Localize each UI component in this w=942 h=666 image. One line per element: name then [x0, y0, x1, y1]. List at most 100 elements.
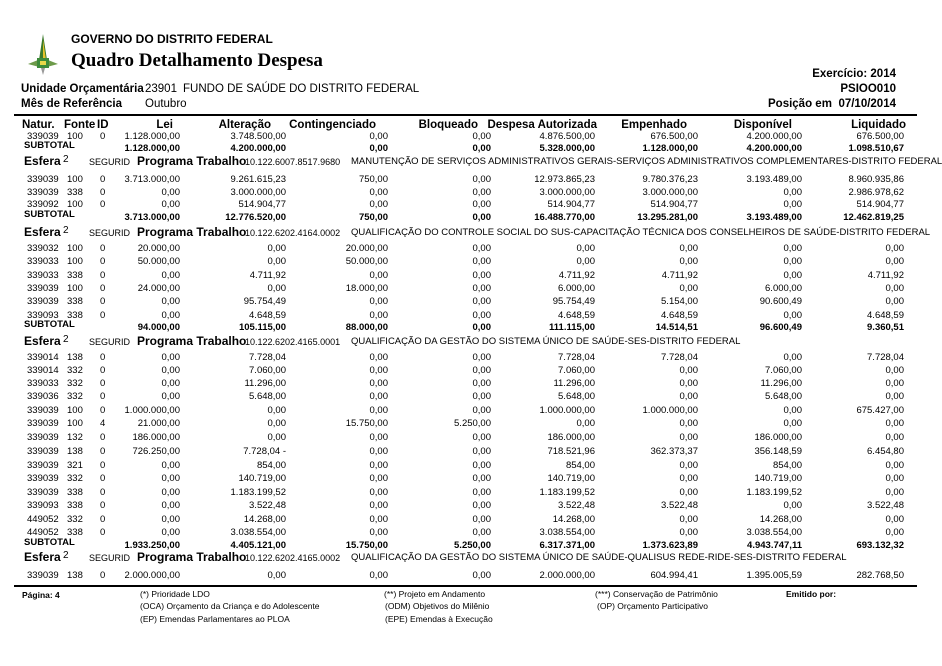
cell-despesa-autorizada: 1.000.000,00 [539, 405, 595, 416]
subtotal-despesa-autorizada: 5.328.000,00 [539, 143, 595, 154]
cell-empenhado: 5.154,00 [661, 296, 698, 307]
cell-bloqueado: 0,00 [472, 352, 492, 363]
cell-liquidado: 2.986.978,62 [848, 187, 904, 198]
cell-bloqueado: 0,00 [472, 446, 492, 457]
cell-natur: 339014 [27, 365, 59, 376]
cell-natur: 339032 [27, 243, 59, 254]
cell-contingenciado: 50.000,00 [345, 256, 388, 267]
cell-id: 0 [100, 446, 106, 457]
segurid-label: SEGURID [89, 157, 131, 167]
cell-lei: 0,00 [161, 270, 181, 281]
cell-empenhado: 1.000.000,00 [642, 405, 698, 416]
posicao-date: 07/10/2014 [838, 98, 896, 110]
column-header-fonte: Fonte [64, 119, 96, 131]
cell-fonte: 100 [67, 199, 83, 210]
cell-empenhado: 0,00 [679, 432, 699, 443]
cell-fonte: 338 [67, 500, 83, 511]
cell-id: 0 [100, 460, 106, 471]
cell-despesa-autorizada: 5.648,00 [558, 391, 595, 402]
cell-id: 0 [100, 296, 106, 307]
header-divider [14, 114, 917, 116]
subtotal-liquidado: 693.132,32 [856, 540, 904, 551]
subtotal-alteracao: 4.200.000,00 [230, 143, 286, 154]
unidade-name: FUNDO DE SAÚDE DO DISTRITO FEDERAL [183, 83, 420, 95]
cell-lei: 726.250,00 [132, 446, 180, 457]
unidade-code: 23901 [145, 83, 177, 95]
cell-disponivel: 356.148,59 [754, 446, 802, 457]
cell-empenhado: 3.000.000,00 [642, 187, 698, 198]
cell-contingenciado: 0,00 [369, 352, 389, 363]
unidade-label: Unidade Orçamentária [21, 83, 144, 95]
cell-empenhado: 0,00 [679, 256, 699, 267]
cell-liquidado: 0,00 [885, 256, 905, 267]
cell-id: 0 [100, 283, 106, 294]
cell-disponivel: 0,00 [783, 243, 803, 254]
cell-disponivel: 0,00 [783, 310, 803, 321]
cell-disponivel: 0,00 [783, 418, 803, 429]
cell-alteracao: 14.268,00 [243, 514, 286, 525]
cell-bloqueado: 0,00 [472, 473, 492, 484]
cell-empenhado: 0,00 [679, 283, 699, 294]
cell-alteracao: 3.522,48 [249, 500, 286, 511]
footer-note: (**) Projeto em Andamento [384, 589, 486, 599]
cell-despesa-autorizada: 95.754,49 [552, 296, 595, 307]
cell-alteracao: 7.728,04 [249, 352, 286, 363]
programa-code: 10.122.6007.8517.9680 [245, 157, 341, 167]
cell-lei: 0,00 [161, 352, 181, 363]
cell-lei: 3.713.000,00 [124, 174, 180, 185]
cell-bloqueado: 0,00 [472, 256, 492, 267]
esfera-number: 2 [63, 550, 69, 561]
programa-description: QUALIFICAÇÃO DA GESTÃO DO SISTEMA ÚNICO … [351, 552, 847, 563]
cell-contingenciado: 0,00 [369, 460, 389, 471]
cell-despesa-autorizada: 0,00 [576, 256, 596, 267]
cell-id: 0 [100, 514, 106, 525]
cell-natur: 339092 [27, 199, 59, 210]
cell-fonte: 332 [67, 473, 83, 484]
cell-bloqueado: 0,00 [472, 570, 492, 581]
esfera-number: 2 [63, 154, 69, 165]
footer-note: (*) Prioridade LDO [140, 589, 210, 599]
cell-id: 0 [100, 310, 106, 321]
column-header-alteracao: Alteração [218, 119, 271, 131]
cell-despesa-autorizada: 186.000,00 [547, 432, 595, 443]
cell-id: 0 [100, 487, 106, 498]
cell-bloqueado: 0,00 [472, 199, 492, 210]
cell-empenhado: 4.711,92 [661, 270, 698, 281]
footer-note: (ODM) Objetivos do Milênio [385, 601, 490, 611]
cell-fonte: 338 [67, 270, 83, 281]
cell-alteracao: 95.754,49 [243, 296, 286, 307]
cell-id: 0 [100, 500, 106, 511]
cell-disponivel: 14.268,00 [759, 514, 802, 525]
cell-empenhado: 9.780.376,23 [642, 174, 698, 185]
cell-natur: 339093 [27, 500, 59, 511]
cell-despesa-autorizada: 718.521,96 [547, 446, 595, 457]
cell-disponivel: 3.193.489,00 [746, 174, 802, 185]
cell-alteracao: 7.060,00 [249, 365, 286, 376]
cell-disponivel: 0,00 [783, 405, 803, 416]
subtotal-disponivel: 96.600,49 [759, 322, 802, 333]
cell-disponivel: 0,00 [783, 199, 803, 210]
cell-empenhado: 0,00 [679, 460, 699, 471]
cell-liquidado: 0,00 [885, 296, 905, 307]
cell-despesa-autorizada: 4.648,59 [558, 310, 595, 321]
cell-empenhado: 0,00 [679, 378, 699, 389]
subtotal-despesa-autorizada: 111.115,00 [549, 322, 595, 333]
cell-alteracao: 0,00 [267, 405, 287, 416]
cell-natur: 339039 [27, 473, 59, 484]
programa-code: 10.122.6202.4165.0002 [245, 553, 341, 563]
cell-disponivel: 0,00 [783, 270, 803, 281]
cell-empenhado: 0,00 [679, 514, 699, 525]
cell-liquidado: 0,00 [885, 432, 905, 443]
cell-bloqueado: 0,00 [472, 310, 492, 321]
programa-label: Programa Trabalho [137, 550, 247, 564]
subtotal-alteracao: 105.115,00 [238, 322, 286, 333]
cell-fonte: 338 [67, 310, 83, 321]
column-header-id: ID [97, 119, 109, 131]
programa-description: MANUTENÇÃO DE SERVIÇOS ADMINISTRATIVOS G… [351, 156, 942, 167]
cell-disponivel: 0,00 [783, 187, 803, 198]
programa-label: Programa Trabalho [137, 334, 247, 348]
cell-alteracao: 3.000.000,00 [230, 187, 286, 198]
cell-natur: 339093 [27, 310, 59, 321]
segurid-label: SEGURID [89, 228, 131, 238]
cell-lei: 0,00 [161, 487, 181, 498]
